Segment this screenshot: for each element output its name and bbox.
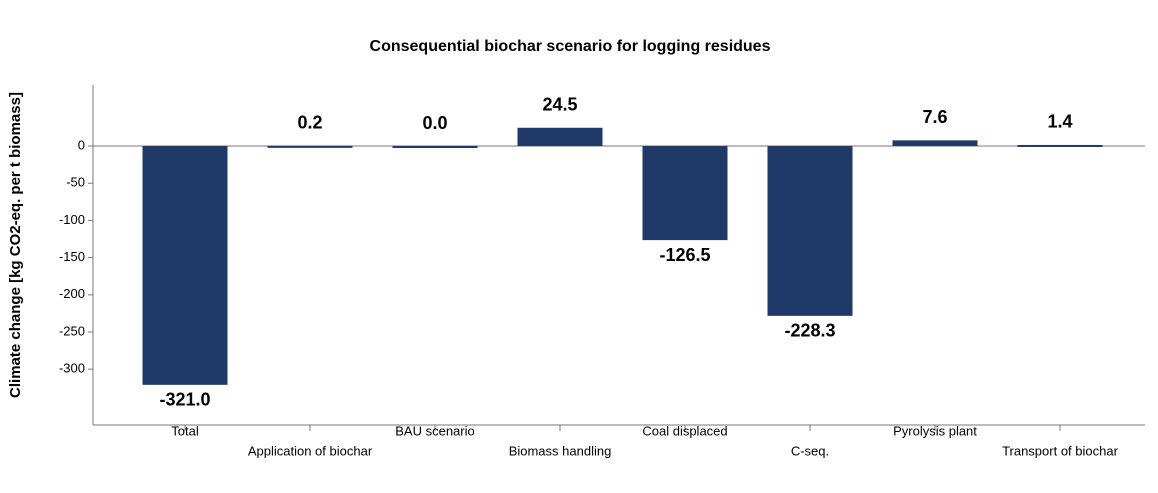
y-tick-label: -200: [59, 286, 85, 301]
bar: [892, 140, 978, 147]
value-label: 0.0: [422, 113, 447, 133]
y-tick-label: -100: [59, 212, 85, 227]
value-label: -228.3: [784, 321, 835, 341]
value-label: 7.6: [922, 107, 947, 127]
x-tick-label: Coal displaced: [642, 423, 727, 438]
value-label: 1.4: [1047, 112, 1072, 132]
y-axis-label: Climate change [kg CO2-eq. per t biomass…: [7, 92, 24, 398]
x-tick-label: Total: [171, 423, 199, 438]
y-tick-label: -150: [59, 249, 85, 264]
value-label: 0.2: [297, 113, 322, 133]
x-tick-label: Pyrolysis plant: [893, 423, 977, 438]
value-label: -126.5: [659, 245, 710, 265]
x-tick-label: Transport of biochar: [1002, 443, 1119, 458]
y-tick-label: -300: [59, 361, 85, 376]
bar: [142, 146, 228, 385]
bar: [517, 127, 603, 147]
x-tick-label: Biomass handling: [509, 443, 612, 458]
y-tick-label: -250: [59, 323, 85, 338]
x-tick-label: C-seq.: [791, 443, 829, 458]
value-label: -321.0: [159, 390, 210, 410]
value-label: 24.5: [542, 95, 577, 115]
x-tick-label: Application of biochar: [248, 443, 373, 458]
bar: [767, 146, 853, 316]
bar: [392, 146, 478, 149]
y-tick-label: 0: [78, 137, 85, 152]
bar: [267, 145, 353, 148]
x-tick-label: BAU scenario: [395, 423, 474, 438]
chart-title: Consequential biochar scenario for loggi…: [370, 38, 771, 55]
bar: [642, 146, 728, 241]
bar: [1017, 144, 1103, 147]
y-tick-label: -50: [66, 175, 85, 190]
